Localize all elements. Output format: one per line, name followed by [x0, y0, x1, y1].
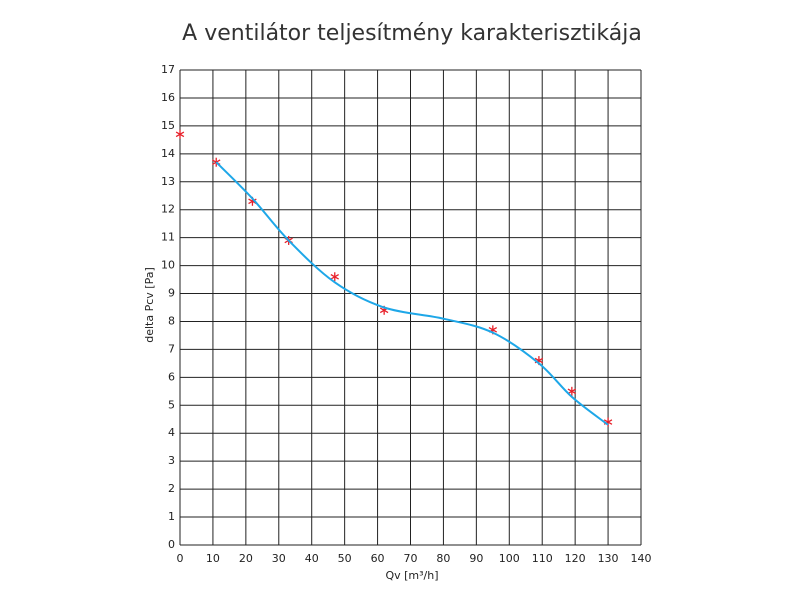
- fit-line: [215, 161, 609, 426]
- x-tick-label: 30: [272, 552, 286, 565]
- x-tick-label: 80: [436, 552, 450, 565]
- x-tick-label: 100: [499, 552, 520, 565]
- y-tick-label: 5: [168, 398, 175, 411]
- y-tick-label: 8: [168, 314, 175, 327]
- y-tick-label: 0: [168, 538, 175, 551]
- y-tick-label: 6: [168, 370, 175, 383]
- x-tick-label: 50: [338, 552, 352, 565]
- y-tick-label: 15: [161, 119, 175, 132]
- y-tick-label: 12: [161, 203, 175, 216]
- data-point: [175, 129, 185, 139]
- y-tick-label: 17: [161, 63, 175, 76]
- x-tick-label: 140: [631, 552, 652, 565]
- x-tick-label: 70: [404, 552, 418, 565]
- chart-title: A ventilátor teljesítmény karakterisztik…: [182, 21, 642, 46]
- y-tick-label: 9: [168, 287, 175, 300]
- x-axis-label: Qv [m³/h]: [385, 569, 438, 582]
- y-tick-label: 1: [168, 510, 175, 523]
- marker-stroke: [330, 273, 339, 280]
- x-tick-label: 40: [305, 552, 319, 565]
- data-point: [567, 386, 577, 396]
- marker-stroke: [175, 131, 185, 138]
- y-tick-label: 2: [168, 482, 175, 495]
- x-tick-label: 0: [177, 552, 184, 565]
- data-point: [330, 272, 339, 282]
- y-tick-label: 4: [168, 426, 175, 439]
- x-tick-label: 20: [239, 552, 253, 565]
- marker-stroke: [248, 198, 257, 205]
- x-tick-label: 60: [371, 552, 385, 565]
- y-tick-label: 14: [161, 147, 175, 160]
- x-tick-label: 10: [206, 552, 220, 565]
- marker-stroke: [567, 388, 577, 395]
- x-tick-label: 130: [598, 552, 619, 565]
- y-tick-label: 10: [161, 259, 175, 272]
- x-tick-label: 110: [532, 552, 553, 565]
- x-tick-label: 120: [565, 552, 586, 565]
- y-tick-label: 13: [161, 175, 175, 188]
- y-tick-label: 7: [168, 342, 175, 355]
- y-tick-label: 11: [161, 231, 175, 244]
- x-tick-label: 90: [469, 552, 483, 565]
- y-axis-label: delta Pcv [Pa]: [143, 267, 156, 343]
- y-tick-label: 3: [168, 454, 175, 467]
- y-tick-label: 16: [161, 91, 175, 104]
